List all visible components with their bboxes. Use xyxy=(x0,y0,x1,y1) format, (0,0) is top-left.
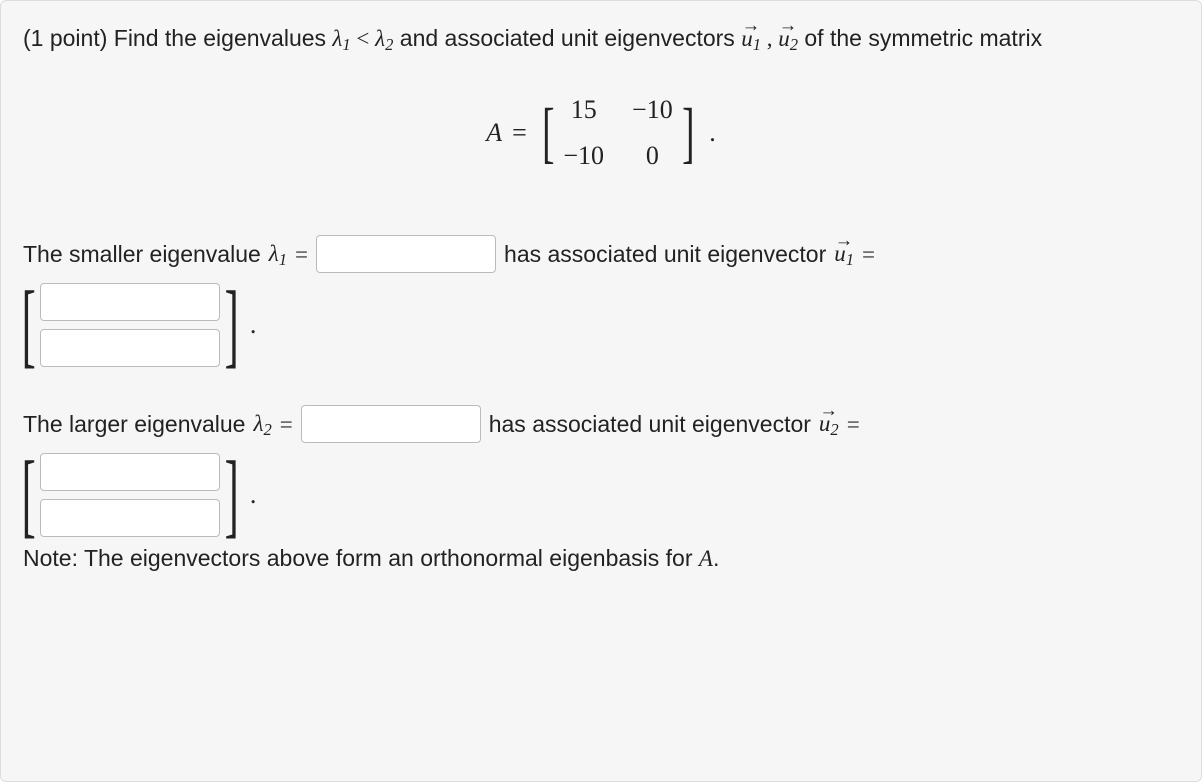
u1-component-1-input[interactable] xyxy=(40,283,220,321)
lambda1-input[interactable] xyxy=(316,235,496,273)
u2-vector: →u2 xyxy=(778,21,798,58)
left-bracket-icon: [ xyxy=(542,106,554,160)
left-bracket-icon: [ xyxy=(22,460,36,531)
u2-component-1-input[interactable] xyxy=(40,453,220,491)
intro-text-2: and associated unit eigenvectors xyxy=(393,25,741,51)
right-bracket-icon: ] xyxy=(225,460,239,531)
matrix-A: [ 15 −10 −10 0 ] xyxy=(537,86,699,181)
lambda2-input[interactable] xyxy=(301,405,481,443)
intro-text-1: Find the eigenvalues xyxy=(114,25,333,51)
note-text: Note: The eigenvectors above form an ort… xyxy=(23,545,699,571)
lambda-1: λ1 xyxy=(332,26,350,51)
vector-period-1: . xyxy=(250,305,257,345)
lambda2-label: λ2 xyxy=(253,406,271,443)
lambda-2: λ2 xyxy=(375,26,393,51)
lambda1-label: λ1 xyxy=(269,236,287,273)
u1-vector-input: [ ] . xyxy=(23,283,1179,367)
has-associated-1: has associated unit eigenvector xyxy=(504,237,826,273)
equals-1: = xyxy=(295,237,308,273)
points-label: (1 point) xyxy=(23,25,114,51)
intro-text-3: of the symmetric matrix xyxy=(798,25,1042,51)
u1-component-2-input[interactable] xyxy=(40,329,220,367)
matrix-A-letter: A xyxy=(486,113,502,153)
trailing-period: . xyxy=(709,113,716,153)
equals-tail-2: = xyxy=(847,407,860,443)
note-A: A xyxy=(699,546,713,571)
smaller-eigenvalue-line: The smaller eigenvalue λ1 = has associat… xyxy=(23,235,1179,273)
less-than: < xyxy=(351,26,375,51)
equals-tail-1: = xyxy=(862,237,875,273)
smaller-label: The smaller eigenvalue xyxy=(23,237,261,273)
matrix-cell-11: 15 xyxy=(563,90,604,130)
right-bracket-icon: ] xyxy=(225,290,239,361)
u2-component-2-input[interactable] xyxy=(40,499,220,537)
problem-container: (1 point) Find the eigenvalues λ1 < λ2 a… xyxy=(0,0,1202,782)
larger-eigenvalue-line: The larger eigenvalue λ2 = has associate… xyxy=(23,405,1179,443)
u1-label: →u1 xyxy=(834,236,854,273)
note-period: . xyxy=(713,545,719,571)
right-bracket-icon: ] xyxy=(682,106,694,160)
equals-2: = xyxy=(280,407,293,443)
comma: , xyxy=(761,26,778,51)
u2-label: →u2 xyxy=(819,406,839,443)
matrix-cell-22: 0 xyxy=(632,136,673,176)
u2-vector-input: [ ] . xyxy=(23,453,1179,537)
vector-period-2: . xyxy=(250,475,257,515)
matrix-cell-12: −10 xyxy=(632,90,673,130)
larger-label: The larger eigenvalue xyxy=(23,407,245,443)
has-associated-2: has associated unit eigenvector xyxy=(489,407,811,443)
matrix-cell-21: −10 xyxy=(563,136,604,176)
footnote: Note: The eigenvectors above form an ort… xyxy=(23,541,1179,577)
problem-statement: (1 point) Find the eigenvalues λ1 < λ2 a… xyxy=(23,21,1179,58)
u1-vector: →u1 xyxy=(741,21,761,58)
left-bracket-icon: [ xyxy=(22,290,36,361)
equals-sign: = xyxy=(512,113,527,153)
matrix-equation: A = [ 15 −10 −10 0 ] . xyxy=(23,86,1179,181)
